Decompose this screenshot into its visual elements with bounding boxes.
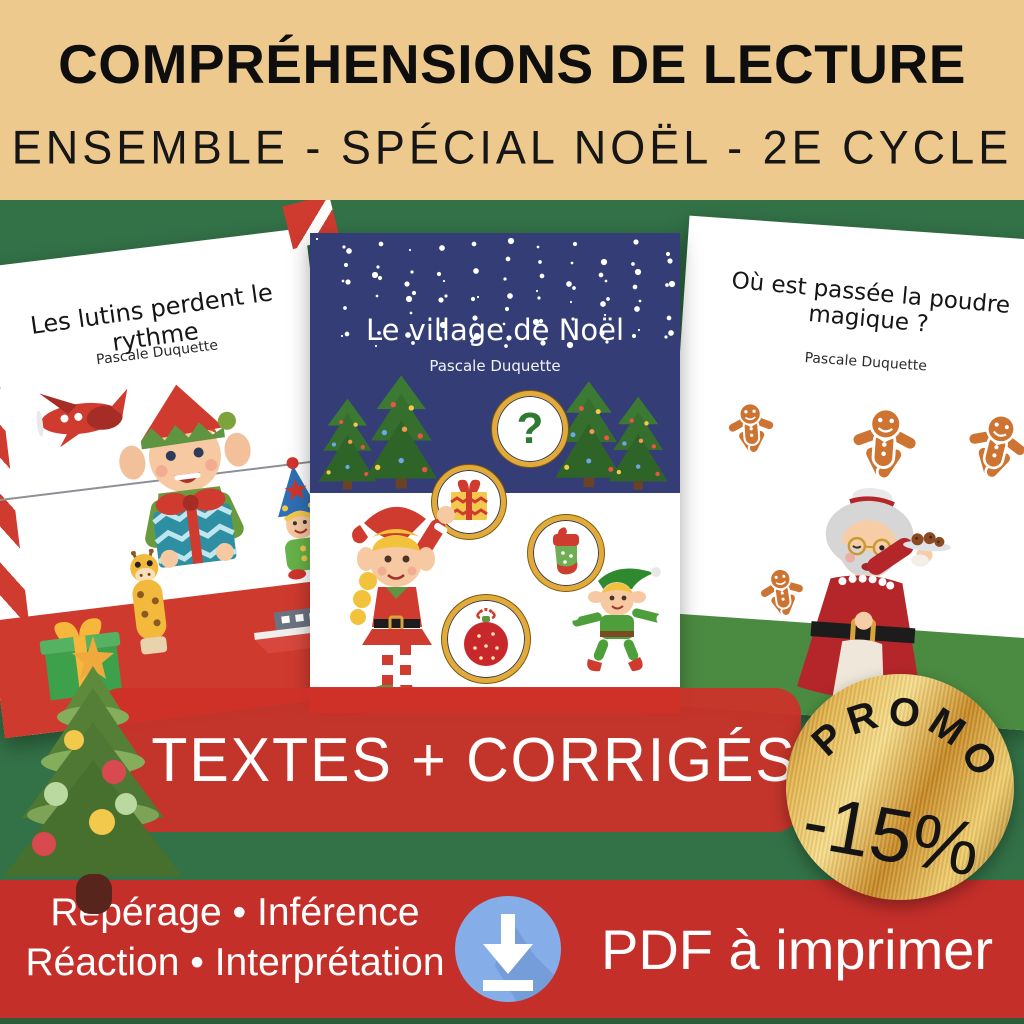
skills-list: Repérage • Inférence Réaction • Interpré… [10, 888, 460, 988]
stocking-circle [528, 515, 604, 591]
question-mark-icon: ? [517, 404, 544, 453]
elf-girl-illustration [350, 506, 455, 707]
header-banner: COMPRÉHENSIONS DE LECTURE ENSEMBLE - SPÉ… [0, 0, 1024, 200]
page-subtitle: ENSEMBLE - SPÉCIAL NOËL - 2E CYCLE [11, 120, 1013, 175]
elf-boy-illustration [119, 384, 251, 568]
ornament-icon [464, 608, 508, 666]
christmas-tree-illustration [4, 636, 182, 914]
svg-text:PROMO: PROMO [799, 674, 1014, 795]
snowfall-dots [315, 237, 676, 349]
promo-badge-text: PROMO -15% [797, 674, 1014, 893]
cover-center-title: Le village de Noël [365, 313, 625, 347]
promo-banner-label: 4 TEXTES + CORRIGÉS [99, 725, 797, 795]
skills-line-2: Réaction • Interprétation [25, 941, 445, 984]
cover-right-author: Pascale Duquette [804, 350, 928, 375]
bottom-edge-strip [0, 1018, 1024, 1024]
format-label: PDF à imprimer [600, 917, 994, 981]
giraffe-illustration [130, 548, 168, 655]
cover-center-author: Pascale Duquette [429, 357, 561, 375]
download-badge [455, 896, 561, 1002]
gift-icon [450, 479, 488, 520]
cover-center: Le village de Noël Pascale Duquette [310, 233, 680, 713]
promo-badge-arc-text: PROMO [799, 674, 1014, 795]
promo-badge: PROMO -15% [786, 674, 1014, 900]
airplane-illustration [36, 388, 128, 448]
download-arrow-icon [483, 914, 561, 1002]
promo-banner: 4 TEXTES + CORRIGÉS [95, 688, 801, 832]
promo-badge-discount: -15% [797, 778, 986, 893]
question-circle: ? [492, 391, 568, 467]
elf-running-illustration [568, 567, 668, 672]
cover-right-title: Où est passée la poudre magique ? [730, 267, 1012, 338]
cover-right: Où est passée la poudre magique ? Pascal… [655, 215, 1024, 731]
stocking-icon [553, 527, 579, 575]
footer-banner: Repérage • Inférence Réaction • Interpré… [0, 880, 1024, 1018]
question-mark-glyph: ? [517, 404, 544, 453]
page-title: COMPRÉHENSIONS DE LECTURE [58, 33, 966, 95]
ornament-circle [442, 595, 530, 683]
